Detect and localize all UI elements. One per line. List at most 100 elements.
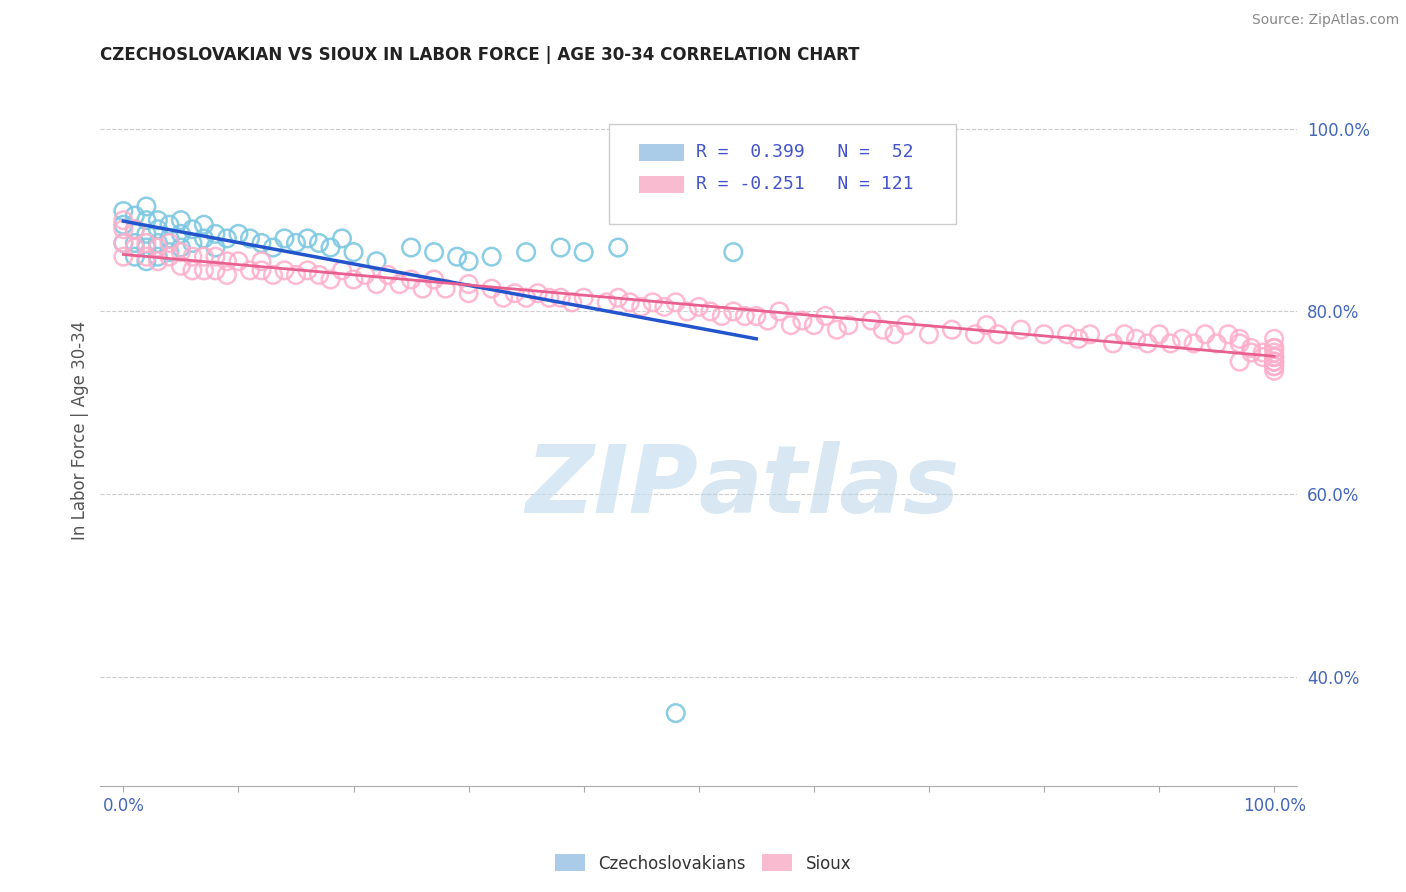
Point <box>492 291 515 305</box>
Point <box>181 250 204 264</box>
Point <box>135 235 157 250</box>
Point <box>1229 336 1251 351</box>
Text: CZECHOSLOVAKIAN VS SIOUX IN LABOR FORCE | AGE 30-34 CORRELATION CHART: CZECHOSLOVAKIAN VS SIOUX IN LABOR FORCE … <box>100 46 860 64</box>
Point <box>1263 345 1285 359</box>
Point <box>342 245 364 260</box>
Point <box>124 235 146 250</box>
Point <box>1205 336 1227 351</box>
Point <box>423 245 446 260</box>
Point <box>157 250 180 264</box>
Point <box>330 263 353 277</box>
Point <box>434 282 457 296</box>
Y-axis label: In Labor Force | Age 30-34: In Labor Force | Age 30-34 <box>72 320 89 540</box>
Point <box>124 250 146 264</box>
Point <box>181 222 204 236</box>
Point <box>342 272 364 286</box>
Point <box>963 327 986 342</box>
Point <box>1263 332 1285 346</box>
Point <box>1216 327 1239 342</box>
Text: ZIP: ZIP <box>526 441 699 533</box>
Point <box>1240 341 1263 355</box>
Point <box>377 268 399 282</box>
Point <box>481 282 503 296</box>
Point <box>215 254 238 268</box>
Point <box>399 241 422 255</box>
Point <box>1194 327 1216 342</box>
Point <box>330 231 353 245</box>
Point <box>446 250 468 264</box>
Point <box>146 222 169 236</box>
Point <box>170 213 193 227</box>
Point <box>1240 345 1263 359</box>
Point <box>1010 323 1032 337</box>
Point <box>630 300 652 314</box>
Point <box>146 241 169 255</box>
Point <box>388 277 411 291</box>
Point <box>779 318 801 333</box>
Point <box>193 218 215 232</box>
Bar <box>638 176 683 194</box>
Point <box>112 218 135 232</box>
Point <box>941 323 963 337</box>
Point <box>1125 332 1147 346</box>
Point <box>987 327 1010 342</box>
Point <box>596 295 619 310</box>
Point <box>676 304 699 318</box>
Point <box>193 250 215 264</box>
Point <box>124 222 146 236</box>
Point <box>607 241 630 255</box>
Point <box>918 327 941 342</box>
Point <box>250 235 273 250</box>
Point <box>814 309 837 323</box>
Point <box>250 254 273 268</box>
Point <box>308 268 330 282</box>
Point <box>526 286 548 301</box>
Point <box>285 235 308 250</box>
Point <box>146 235 169 250</box>
Point <box>883 327 905 342</box>
Point <box>803 318 825 333</box>
Point <box>112 204 135 219</box>
Point <box>250 263 273 277</box>
Point <box>1251 345 1274 359</box>
Point <box>1263 354 1285 368</box>
Point <box>550 241 572 255</box>
Point <box>837 318 859 333</box>
Point <box>170 245 193 260</box>
Point <box>734 309 756 323</box>
Point <box>215 231 238 245</box>
Point <box>515 245 537 260</box>
Point <box>135 199 157 213</box>
Point <box>124 209 146 223</box>
Point <box>285 268 308 282</box>
Point <box>366 277 388 291</box>
Point <box>1251 350 1274 364</box>
Point <box>157 218 180 232</box>
Bar <box>638 144 683 161</box>
Point <box>228 227 250 241</box>
Point <box>204 241 226 255</box>
Point <box>1263 341 1285 355</box>
Point <box>1067 332 1090 346</box>
Point <box>768 304 790 318</box>
Point <box>894 318 917 333</box>
Point <box>457 286 479 301</box>
Point <box>181 263 204 277</box>
Point <box>1114 327 1136 342</box>
Point <box>181 235 204 250</box>
Point <box>124 241 146 255</box>
Point <box>792 313 814 327</box>
Point <box>157 235 180 250</box>
Point <box>688 300 710 314</box>
Point <box>710 309 733 323</box>
Point <box>756 313 779 327</box>
Point <box>124 222 146 236</box>
Point <box>1263 350 1285 364</box>
Point <box>262 241 284 255</box>
Point <box>170 227 193 241</box>
Text: R = -0.251   N = 121: R = -0.251 N = 121 <box>696 176 914 194</box>
Point <box>1263 350 1285 364</box>
Point <box>1263 359 1285 374</box>
Point <box>135 241 157 255</box>
Point <box>112 235 135 250</box>
